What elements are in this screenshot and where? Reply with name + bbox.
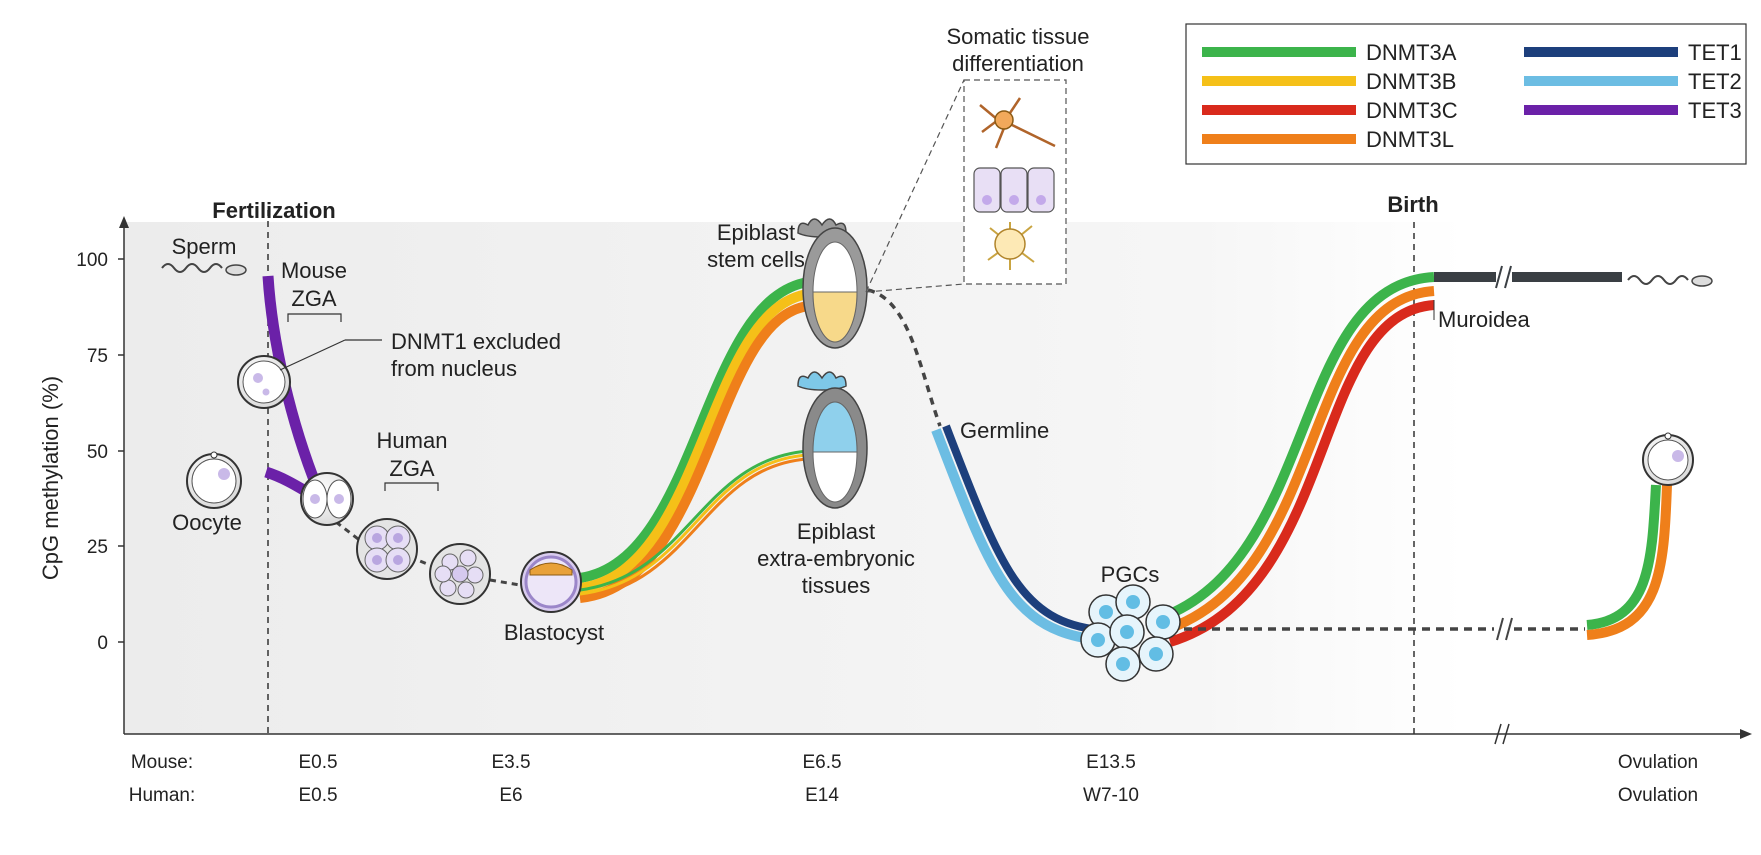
series-dnmt3b-rise xyxy=(579,289,809,593)
series-dnmt3a-rise xyxy=(579,277,810,583)
y-tick-label: 50 xyxy=(87,442,108,463)
pgcs-label: PGCs xyxy=(1101,562,1160,587)
blastocyst-label: Blastocyst xyxy=(504,620,604,645)
line-break-mark xyxy=(1496,617,1504,641)
zygote-icon xyxy=(237,355,291,409)
mouse-zga-label: ZGA xyxy=(291,286,337,311)
series-dnmt3a-extraembryonic xyxy=(579,449,809,592)
x-tick-labels: Mouse: E0.5 E3.5 E6.5 E13.5 Ovulation Hu… xyxy=(129,752,1698,806)
axis-break-mark xyxy=(1494,723,1502,745)
epiblast-germline-dashed xyxy=(867,288,942,427)
series-dnmt3a-germline-rise xyxy=(1158,272,1435,623)
epiblast-extra-label: Epiblast xyxy=(797,519,875,544)
series-dnmt3l-germline-rise xyxy=(1163,286,1435,635)
y-tick-label: 100 xyxy=(76,250,108,271)
legend-label-dnmt3l: DNMT3L xyxy=(1366,127,1454,152)
epiblast-stem-label: Epiblast xyxy=(717,220,795,245)
series-dnmt3l-extraembryonic xyxy=(579,457,809,600)
sperm-label: Sperm xyxy=(172,234,237,259)
muroidea-label: Muroidea xyxy=(1438,307,1530,332)
epiblast-extra-label: extra-embryonic xyxy=(757,546,915,571)
human-zga-bracket xyxy=(384,482,439,491)
dnmt1-label: DNMT1 excluded xyxy=(391,329,561,354)
x-tick-label: W7-10 xyxy=(1083,785,1139,806)
x-tick-label: E13.5 xyxy=(1086,752,1136,773)
legend-label-dnmt3a: DNMT3A xyxy=(1366,40,1457,65)
x-tick-label: E6.5 xyxy=(802,752,841,773)
mature-oocyte-icon xyxy=(1642,432,1694,486)
epiblast-stem-cell-icon xyxy=(797,218,868,349)
x-row-label-human: Human: xyxy=(129,785,196,806)
line-break-mark xyxy=(1504,265,1512,289)
fertilization-label: Fertilization xyxy=(212,198,335,223)
x-tick-label: E0.5 xyxy=(298,785,337,806)
y-tick-label: 75 xyxy=(87,346,108,367)
axis-break-mark xyxy=(1502,723,1510,745)
series-dnmt3l-oocyte-rise xyxy=(1586,484,1672,640)
y-tick-label: 0 xyxy=(97,633,108,654)
legend: DNMT3A DNMT3B DNMT3C DNMT3L TET1 TET2 TET3 xyxy=(1185,23,1747,165)
human-zga-label: Human xyxy=(377,428,448,453)
x-row-label-mouse: Mouse: xyxy=(131,752,193,773)
line-break-mark xyxy=(1495,265,1503,289)
epiblast-stem-label: stem cells xyxy=(707,247,805,272)
eight-cell-embryo-icon xyxy=(429,543,491,605)
mouse-zga-label: Mouse xyxy=(281,258,347,283)
x-axis xyxy=(124,723,1752,745)
x-tick-label: Ovulation xyxy=(1618,752,1698,773)
epithelial-cells-icon xyxy=(973,167,1055,213)
legend-label-tet3: TET3 xyxy=(1688,98,1742,123)
dnmt1-pointer-line xyxy=(279,339,346,371)
sperm-icon xyxy=(161,263,247,276)
line-break-mark xyxy=(1505,617,1513,641)
somatic-label: Somatic tissue xyxy=(946,24,1089,49)
legend-label-tet1: TET1 xyxy=(1688,40,1742,65)
x-tick-label: E3.5 xyxy=(491,752,530,773)
x-tick-label: Ovulation xyxy=(1618,785,1698,806)
blastocyst-icon xyxy=(520,551,582,613)
x-tick-label: E6 xyxy=(499,785,522,806)
mouse-zga-bracket xyxy=(287,313,342,322)
series-tet1-decline xyxy=(942,424,1101,634)
y-tick-label: 25 xyxy=(87,537,108,558)
series-dnmt3a-oocyte-rise xyxy=(1586,484,1661,630)
pgc-cluster-icon xyxy=(1080,584,1181,682)
x-tick-label: E0.5 xyxy=(298,752,337,773)
dnmt1-label: from nucleus xyxy=(391,356,517,381)
somatic-label: differentiation xyxy=(952,51,1084,76)
birth-label: Birth xyxy=(1387,192,1438,217)
sperm-icon xyxy=(1627,275,1713,287)
x-tick-label: E14 xyxy=(805,785,839,806)
series-tet2-decline xyxy=(931,428,1101,645)
series-dnmt3b-extraembryonic xyxy=(579,453,809,596)
legend-label-dnmt3c: DNMT3C xyxy=(1366,98,1458,123)
oocyte-label: Oocyte xyxy=(172,510,242,535)
oocyte-icon xyxy=(186,451,242,509)
series-dnmt3c-germline-rise xyxy=(1168,300,1435,647)
neuron-icon xyxy=(979,97,1056,149)
germline-label: Germline xyxy=(960,418,1049,443)
legend-label-dnmt3b: DNMT3B xyxy=(1366,69,1456,94)
y-axis xyxy=(119,216,129,734)
epiblast-extraembryonic-icon xyxy=(797,371,868,509)
legend-label-tet2: TET2 xyxy=(1688,69,1742,94)
astrocyte-icon xyxy=(987,222,1035,270)
two-cell-embryo-icon xyxy=(300,472,354,526)
epiblast-extra-label: tissues xyxy=(802,573,870,598)
human-zga-label: ZGA xyxy=(389,456,435,481)
y-ticks: 100 75 50 25 0 xyxy=(76,250,124,654)
four-cell-embryo-icon xyxy=(356,518,418,580)
y-axis-title: CpG methylation (%) xyxy=(38,376,63,580)
